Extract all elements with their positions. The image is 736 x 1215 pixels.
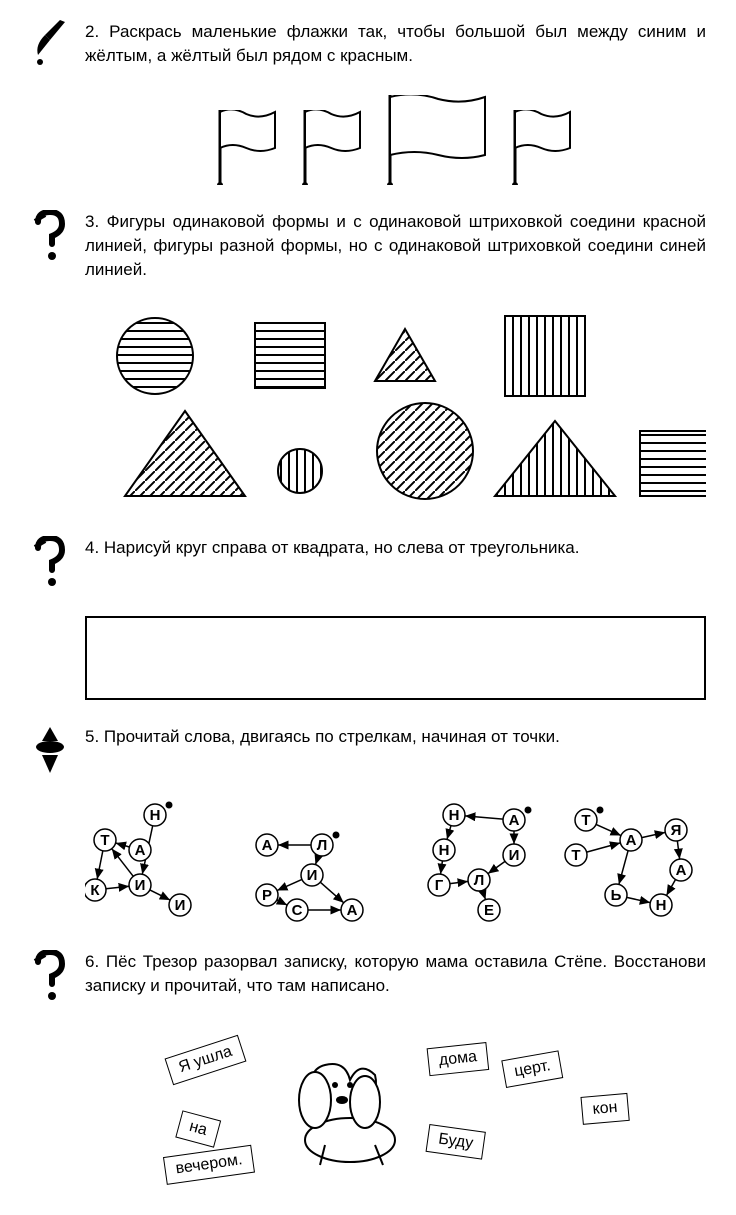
paper-scrap[interactable]: дома — [427, 1042, 490, 1076]
task-5: 5. Прочитай слова, двигаясь по стрелкам,… — [30, 725, 706, 780]
task-3: 3. Фигуры одинаковой формы и с одинаково… — [30, 210, 706, 281]
svg-text:Л: Л — [474, 872, 485, 889]
letter-graph: Н Т А К И И — [85, 800, 235, 925]
svg-text:Л: Л — [317, 837, 328, 854]
flag[interactable] — [386, 95, 491, 185]
svg-text:Т: Т — [581, 812, 590, 829]
paper-scrap[interactable]: кон — [580, 1093, 629, 1125]
brush-icon — [30, 20, 70, 75]
paper-scrap[interactable]: церт. — [501, 1050, 563, 1088]
svg-text:И: И — [307, 867, 318, 884]
svg-text:Е: Е — [484, 902, 494, 919]
letter-graphs: Н Т А К И И А Л И Р С А Н А Н И Г Л Е — [85, 800, 706, 925]
task-6: 6. Пёс Трезор разорвал записку, которую … — [30, 950, 706, 1010]
svg-text:Н: Н — [449, 807, 460, 824]
shapes-svg — [85, 311, 706, 501]
task-6-text: 6. Пёс Трезор разорвал записку, которую … — [85, 950, 706, 998]
note-block: Я ушланавечером. домацерт.конБуду — [85, 1030, 706, 1170]
question-pencil-icon — [30, 536, 70, 596]
task-5-text: 5. Прочитай слова, двигаясь по стрелкам,… — [85, 725, 706, 749]
letter-graph: А Л И Р С А — [242, 800, 392, 925]
svg-text:К: К — [90, 882, 100, 899]
svg-text:С: С — [292, 902, 303, 919]
svg-text:И: И — [135, 877, 146, 894]
svg-text:И: И — [509, 847, 520, 864]
letter-graph: Т А Я Т А Ь Н — [556, 800, 706, 925]
svg-text:А: А — [262, 837, 273, 854]
svg-text:А: А — [626, 832, 637, 849]
flag[interactable] — [216, 110, 281, 185]
paper-scrap[interactable]: Буду — [426, 1124, 486, 1160]
task-3-text: 3. Фигуры одинаковой формы и с одинаково… — [85, 210, 706, 281]
paper-scrap[interactable]: Я ушла — [165, 1035, 247, 1085]
svg-text:И: И — [175, 897, 186, 914]
svg-text:Т: Т — [571, 847, 580, 864]
dog-icon — [255, 1030, 425, 1170]
draw-box[interactable] — [85, 616, 706, 700]
task-4-text: 4. Нарисуй круг справа от квадрата, но с… — [85, 536, 706, 560]
task-4: 4. Нарисуй круг справа от квадрата, но с… — [30, 536, 706, 596]
shapes-block — [85, 301, 706, 511]
svg-text:Ь: Ь — [611, 887, 622, 904]
draw-block — [85, 616, 706, 700]
flag[interactable] — [301, 110, 366, 185]
task-2: 2. Раскрась маленькие флажки так, чтобы … — [30, 20, 706, 75]
task-2-text: 2. Раскрась маленькие флажки так, чтобы … — [85, 20, 706, 68]
letter-graph: Н А Н И Г Л Е — [399, 800, 549, 925]
svg-text:Н: Н — [439, 842, 450, 859]
question-pencil-icon — [30, 950, 70, 1010]
flags-block — [85, 95, 706, 185]
svg-text:Н: Н — [656, 897, 667, 914]
svg-text:Р: Р — [262, 887, 272, 904]
flag[interactable] — [511, 110, 576, 185]
spin-icon — [30, 725, 70, 780]
paper-scrap[interactable]: на — [175, 1111, 221, 1148]
svg-text:Н: Н — [150, 807, 161, 824]
question-pencil-icon — [30, 210, 70, 270]
svg-text:Г: Г — [435, 877, 444, 894]
svg-text:А: А — [509, 812, 520, 829]
svg-text:А: А — [676, 862, 687, 879]
paper-scrap[interactable]: вечером. — [163, 1145, 255, 1185]
svg-text:Я: Я — [671, 822, 682, 839]
svg-text:А: А — [347, 902, 358, 919]
svg-text:А: А — [135, 842, 146, 859]
svg-text:Т: Т — [100, 832, 109, 849]
